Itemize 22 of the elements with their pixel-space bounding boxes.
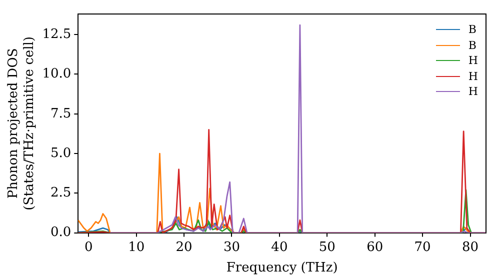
- y-tick-label: 12.5: [42, 26, 72, 42]
- x-tick-label: 0: [84, 240, 93, 255]
- x-tick-label: 80: [462, 240, 479, 255]
- legend-label: H: [468, 84, 478, 100]
- x-tick-label: 10: [128, 240, 145, 255]
- y-tick-label: 0.0: [50, 225, 72, 240]
- legend-label: B: [468, 22, 476, 38]
- x-tick-label: 40: [271, 240, 288, 255]
- legend-label: H: [468, 68, 478, 84]
- legend-label: H: [468, 53, 478, 68]
- x-tick-label: 30: [223, 240, 240, 255]
- x-axis-title: Frequency (THz): [226, 260, 338, 276]
- y-tick-label: 7.5: [50, 106, 72, 122]
- x-tick-label: 50: [318, 240, 336, 255]
- y-axis-title: Phonon projected DOS (States/THz·primitive cell): [6, 36, 37, 210]
- x-tick-label: 70: [414, 240, 431, 255]
- x-tick-label: 60: [366, 240, 384, 255]
- y-tick-label: 2.5: [50, 186, 72, 201]
- y-tick-label: 5.0: [50, 146, 72, 161]
- legend-label: B: [468, 38, 476, 53]
- y-tick-label: 10.0: [42, 66, 72, 82]
- x-tick-label: 20: [176, 240, 192, 255]
